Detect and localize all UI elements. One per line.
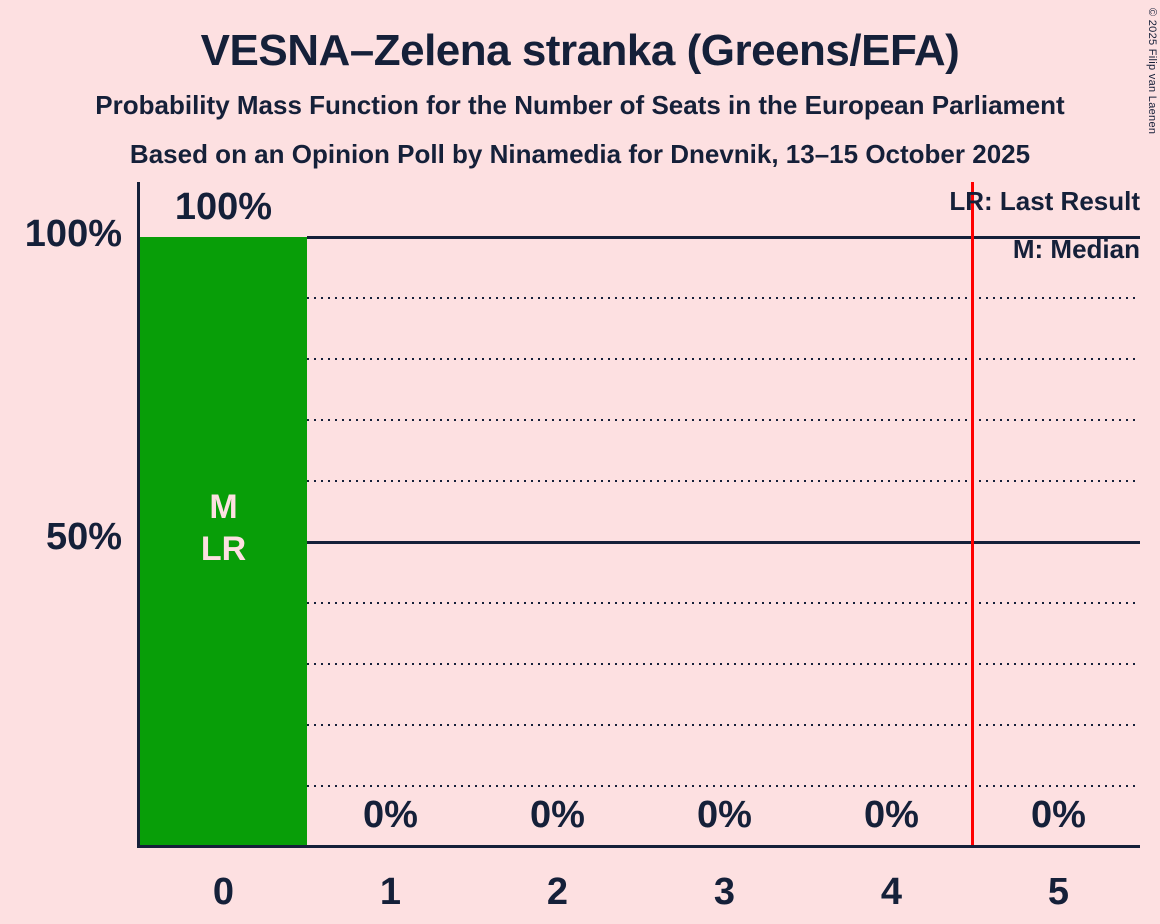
legend-last-result: LR: Last Result [949,186,1140,216]
bar-value-label-4: 0% [864,794,919,836]
gridline-40 [307,602,1140,604]
x-tick-5: 5 [1047,871,1070,913]
x-tick-2: 2 [546,871,569,913]
gridline-20 [307,724,1140,726]
gridline-10 [307,785,1140,787]
bar-median-lastresult-annotation: M LR [200,488,247,568]
gridline-80 [307,358,1140,360]
y-tick-100: 100% [24,213,122,255]
gridline-60 [307,480,1140,482]
gridline-50 [307,541,1140,544]
chart-source-line: Based on an Opinion Poll by Ninamedia fo… [129,139,1031,169]
bar-value-label-0: 100% [174,186,273,228]
x-tick-1: 1 [379,871,402,913]
bar-seats-0 [140,237,307,847]
gridline-100 [307,236,1140,239]
x-tick-3: 3 [713,871,736,913]
x-tick-0: 0 [212,871,235,913]
x-tick-4: 4 [880,871,903,913]
chart-title: VESNA–Zelena stranka (Greens/EFA) [200,26,960,75]
y-axis-line [137,182,140,848]
bar-value-label-3: 0% [697,794,752,836]
gridline-30 [307,663,1140,665]
chart-subtitle: Probability Mass Function for the Number… [95,90,1065,120]
bar-value-label-5: 0% [1031,794,1086,836]
bar-value-label-1: 0% [363,794,418,836]
gridline-70 [307,419,1140,421]
y-tick-50: 50% [45,516,122,558]
x-axis-line [137,845,1140,848]
copyright-notice: © 2025 Filip van Laenen [1146,8,1158,135]
vertical-marker-line [971,182,974,845]
bar-value-label-2: 0% [530,794,585,836]
gridline-90 [307,297,1140,299]
legend-median: M: Median [1012,234,1140,264]
